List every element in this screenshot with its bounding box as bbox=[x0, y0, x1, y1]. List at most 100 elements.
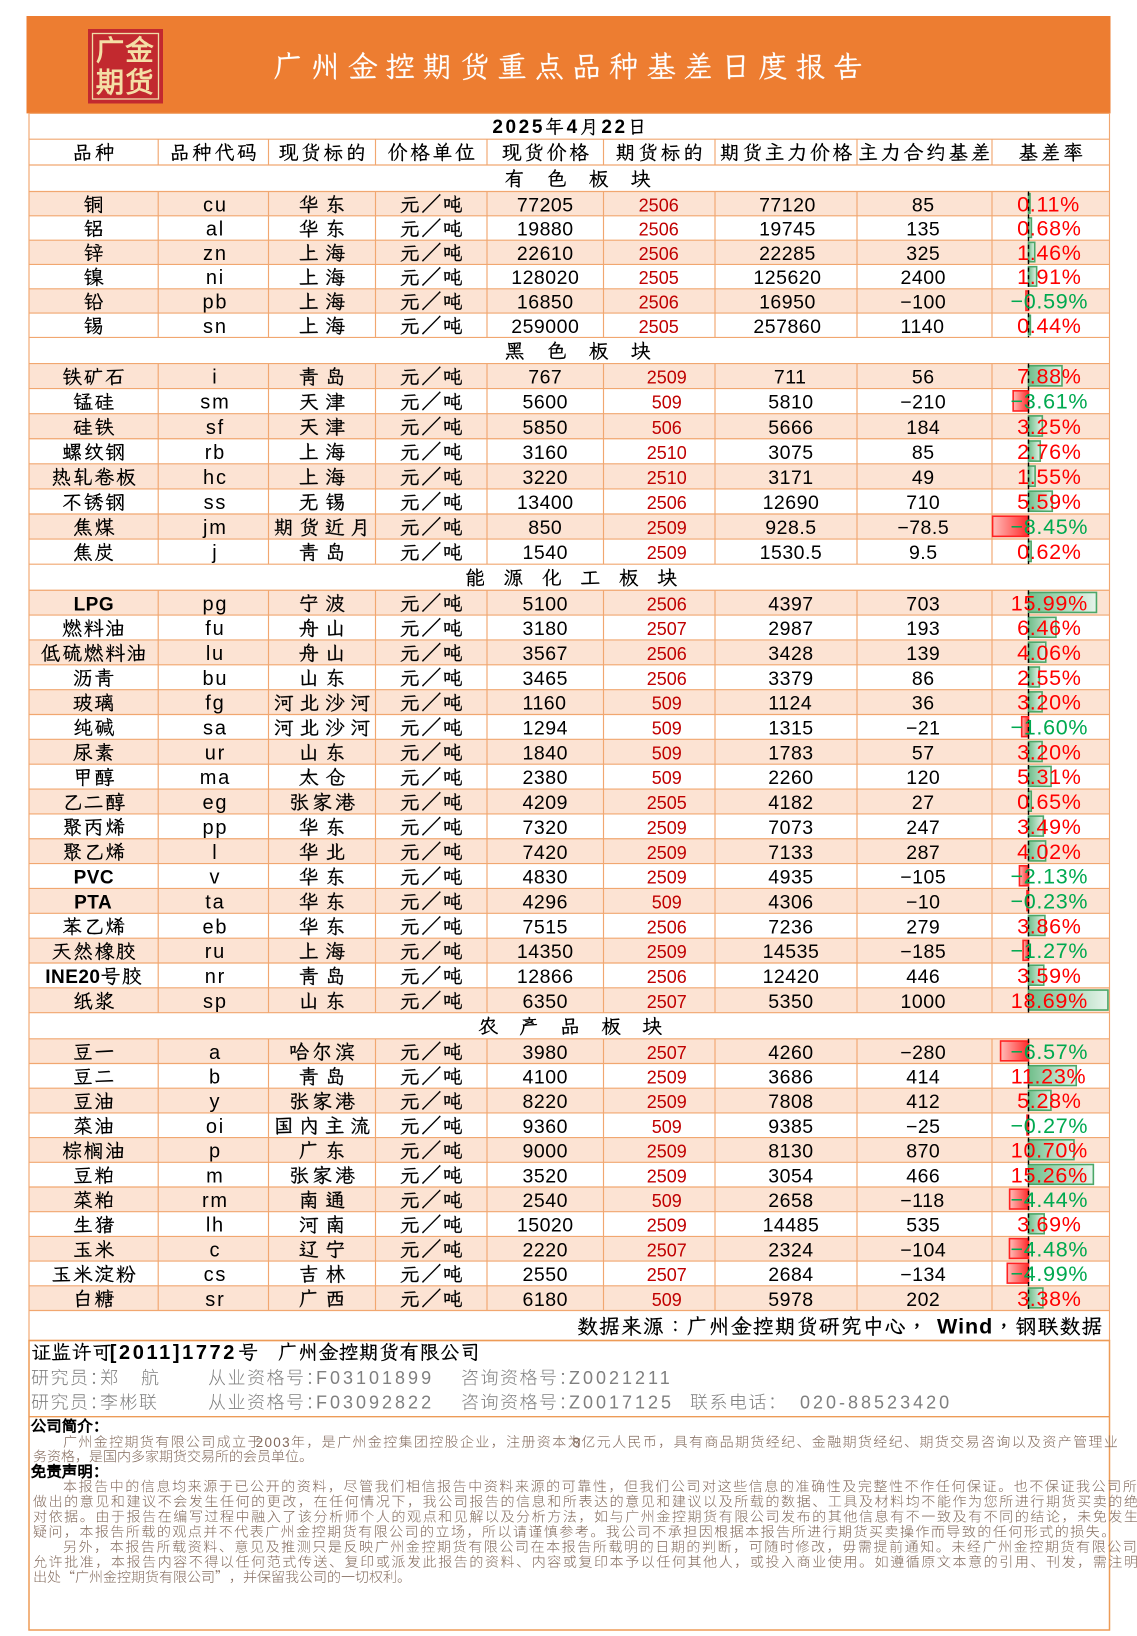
svg-text:135: 135 bbox=[906, 219, 940, 241]
svg-text:2400: 2400 bbox=[901, 267, 946, 289]
svg-text:−6.57%: −6.57% bbox=[1010, 1040, 1088, 1064]
svg-text:5810: 5810 bbox=[768, 392, 813, 414]
svg-text:509: 509 bbox=[652, 1290, 682, 1310]
svg-text:a: a bbox=[209, 1042, 222, 1064]
svg-text:3.20%: 3.20% bbox=[1017, 740, 1081, 764]
svg-text:2506: 2506 bbox=[639, 220, 679, 240]
svg-text:−104: −104 bbox=[900, 1239, 946, 1261]
svg-text:020-88523420: 020-88523420 bbox=[800, 1393, 952, 1413]
svg-text:2509: 2509 bbox=[647, 1067, 687, 1087]
svg-text:14350: 14350 bbox=[517, 941, 574, 963]
svg-text:9360: 9360 bbox=[523, 1116, 568, 1138]
svg-text:−78.5: −78.5 bbox=[897, 517, 949, 539]
svg-text:509: 509 bbox=[652, 1117, 682, 1137]
svg-text:3980: 3980 bbox=[523, 1042, 568, 1064]
svg-text:pg: pg bbox=[202, 593, 228, 615]
svg-text:257860: 257860 bbox=[753, 316, 821, 338]
svg-text:85: 85 bbox=[912, 194, 935, 216]
svg-text:6.46%: 6.46% bbox=[1017, 616, 1081, 640]
svg-text:412: 412 bbox=[906, 1091, 940, 1113]
svg-text:7073: 7073 bbox=[768, 817, 813, 839]
svg-text:2509: 2509 bbox=[647, 518, 687, 538]
svg-text:2510: 2510 bbox=[647, 468, 687, 488]
svg-text:5100: 5100 bbox=[523, 593, 568, 615]
svg-text:2506: 2506 bbox=[647, 669, 687, 689]
svg-text:3075: 3075 bbox=[768, 442, 813, 464]
svg-text:16850: 16850 bbox=[517, 292, 574, 314]
svg-text:202: 202 bbox=[906, 1289, 940, 1311]
svg-text:2509: 2509 bbox=[647, 1216, 687, 1236]
svg-text:ma: ma bbox=[200, 767, 231, 789]
svg-text:535: 535 bbox=[906, 1215, 940, 1237]
svg-text:15.26%: 15.26% bbox=[1011, 1163, 1088, 1187]
svg-text:13400: 13400 bbox=[517, 492, 574, 514]
svg-text:2506: 2506 bbox=[647, 594, 687, 614]
svg-text:v: v bbox=[210, 867, 222, 889]
svg-text:4830: 4830 bbox=[523, 867, 568, 889]
svg-text:3.38%: 3.38% bbox=[1017, 1287, 1081, 1311]
svg-text:4260: 4260 bbox=[768, 1042, 813, 1064]
svg-text:7320: 7320 bbox=[523, 817, 568, 839]
svg-text:pp: pp bbox=[202, 817, 228, 839]
svg-text:6350: 6350 bbox=[523, 991, 568, 1013]
svg-text:1840: 1840 bbox=[523, 742, 568, 764]
svg-text:p: p bbox=[209, 1141, 222, 1163]
svg-text:5.31%: 5.31% bbox=[1017, 765, 1081, 789]
svg-text:9.5: 9.5 bbox=[909, 542, 938, 564]
svg-text:247: 247 bbox=[906, 817, 940, 839]
svg-text:3686: 3686 bbox=[768, 1066, 813, 1088]
svg-text:2505: 2505 bbox=[639, 317, 679, 337]
svg-text:cs: cs bbox=[204, 1264, 228, 1286]
svg-text:414: 414 bbox=[906, 1066, 940, 1088]
svg-text:16950: 16950 bbox=[759, 292, 816, 314]
svg-text:509: 509 bbox=[652, 719, 682, 739]
svg-text:j: j bbox=[211, 542, 218, 564]
svg-text:sm: sm bbox=[200, 392, 230, 414]
svg-text:0.44%: 0.44% bbox=[1017, 314, 1081, 338]
svg-text:2507: 2507 bbox=[647, 992, 687, 1012]
svg-text:446: 446 bbox=[906, 966, 940, 988]
svg-text:703: 703 bbox=[906, 593, 940, 615]
svg-text:2.76%: 2.76% bbox=[1017, 440, 1081, 464]
svg-text:jm: jm bbox=[202, 517, 228, 539]
svg-text:22: 22 bbox=[601, 117, 627, 138]
svg-text:7515: 7515 bbox=[523, 916, 568, 938]
svg-text:c: c bbox=[210, 1239, 222, 1261]
svg-text:3.25%: 3.25% bbox=[1017, 415, 1081, 439]
svg-text:1.46%: 1.46% bbox=[1017, 241, 1081, 265]
svg-text:−280: −280 bbox=[900, 1042, 946, 1064]
svg-text:2507: 2507 bbox=[647, 619, 687, 639]
svg-text:2658: 2658 bbox=[768, 1190, 813, 1212]
svg-text:bu: bu bbox=[202, 668, 228, 690]
svg-text:259000: 259000 bbox=[511, 316, 579, 338]
svg-text:Wind: Wind bbox=[937, 1315, 993, 1339]
svg-text:Z0021211: Z0021211 bbox=[569, 1368, 673, 1388]
svg-text:sp: sp bbox=[203, 991, 228, 1013]
svg-text:5.28%: 5.28% bbox=[1017, 1089, 1081, 1113]
svg-text:56: 56 bbox=[912, 367, 935, 389]
svg-text:287: 287 bbox=[906, 842, 940, 864]
svg-text:711: 711 bbox=[774, 367, 807, 389]
svg-text:509: 509 bbox=[652, 743, 682, 763]
svg-text:1.91%: 1.91% bbox=[1017, 265, 1081, 289]
svg-text:ni: ni bbox=[206, 267, 225, 289]
svg-text:10.70%: 10.70% bbox=[1011, 1139, 1088, 1163]
svg-text:F03101899: F03101899 bbox=[316, 1368, 434, 1388]
svg-text:−4.44%: −4.44% bbox=[1010, 1188, 1088, 1212]
svg-text:2260: 2260 bbox=[768, 767, 813, 789]
svg-text:120: 120 bbox=[906, 767, 940, 789]
svg-text:Z0017125: Z0017125 bbox=[569, 1393, 674, 1413]
svg-text:fg: fg bbox=[205, 693, 225, 715]
svg-text:INE20: INE20 bbox=[45, 967, 100, 988]
svg-text:nr: nr bbox=[205, 966, 226, 988]
svg-text:ur: ur bbox=[205, 742, 226, 764]
svg-text:77205: 77205 bbox=[517, 194, 574, 216]
svg-text:3180: 3180 bbox=[523, 618, 568, 640]
svg-text:2505: 2505 bbox=[639, 268, 679, 288]
svg-text:m: m bbox=[206, 1165, 224, 1187]
svg-text:509: 509 bbox=[652, 892, 682, 912]
svg-text:1315: 1315 bbox=[768, 718, 813, 740]
svg-text:−1.27%: −1.27% bbox=[1010, 939, 1088, 963]
svg-text:2506: 2506 bbox=[639, 244, 679, 264]
svg-text:325: 325 bbox=[906, 243, 940, 265]
